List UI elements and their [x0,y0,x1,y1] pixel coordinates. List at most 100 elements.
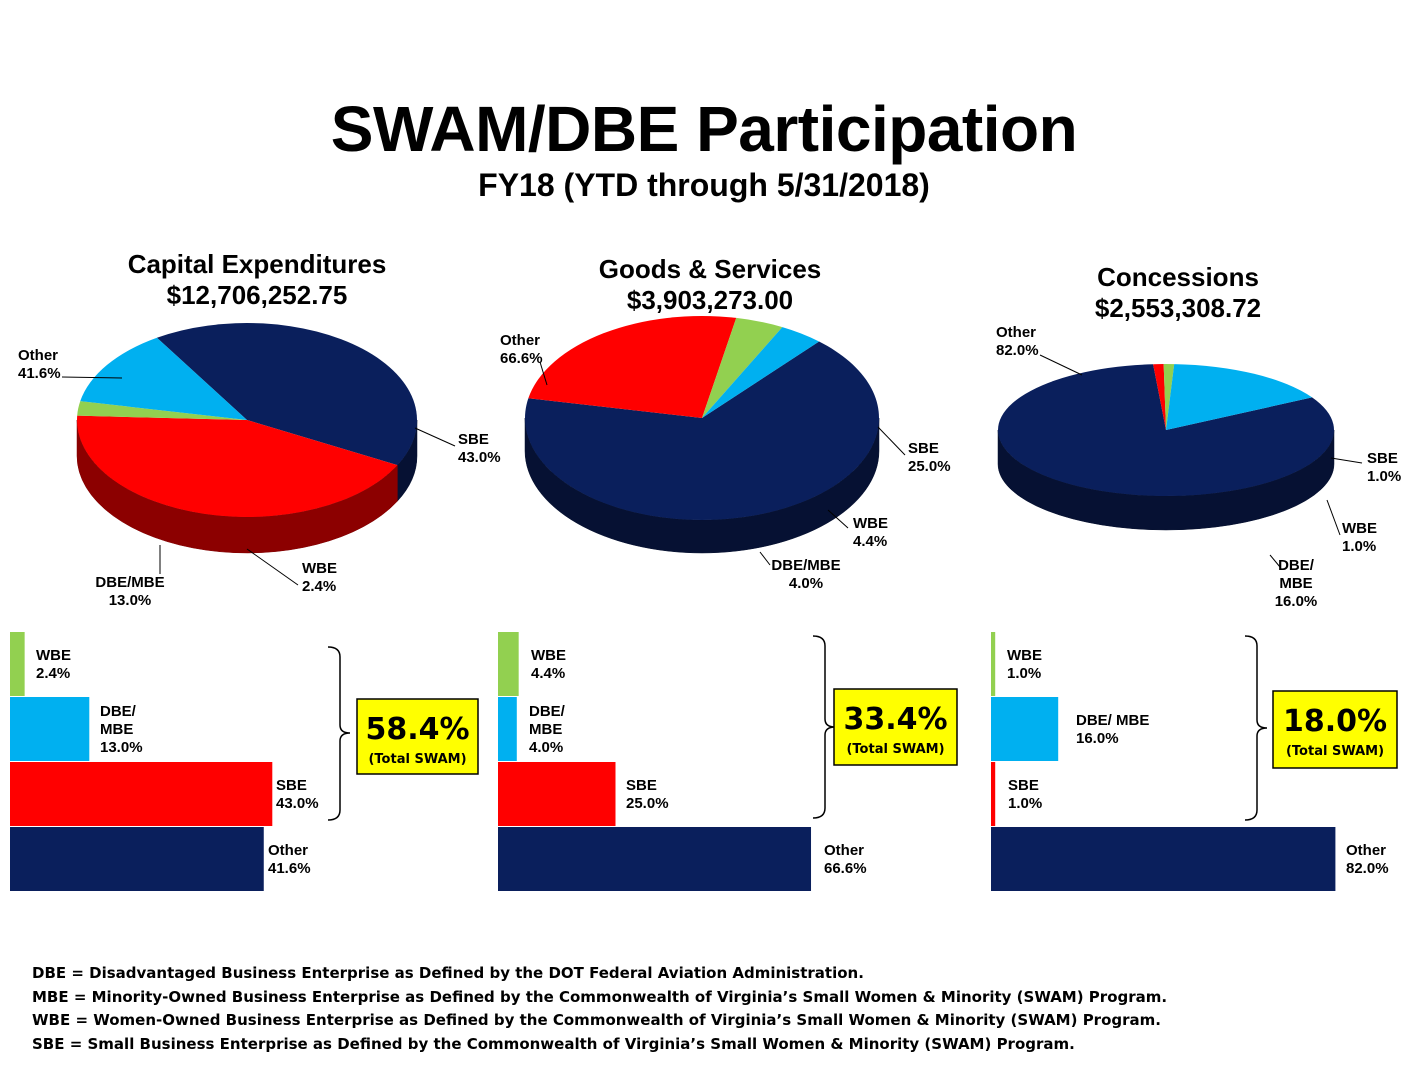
bar-label-dbe-mbe-line: 16.0% [1076,730,1119,747]
chart-title-line: $2,553,308.72 [1095,293,1261,323]
pie-label-wbe-line: 4.4% [853,533,887,550]
bar-label-sbe-line: SBE [1008,777,1039,794]
total-swam-box [833,688,958,766]
total-swam-label: (Total SWAM) [1286,744,1384,759]
pie-label-wbe-line: 2.4% [302,578,336,595]
pie-label-other-line: Other [500,332,540,349]
bar-label-other-line: Other [824,842,864,859]
chart-title: Concessions $2,553,308.72 [1095,262,1261,323]
bar-label-sbe-line: SBE [626,777,657,794]
pie-label-other: Other 82.0% [996,324,1039,359]
bar-label-wbe-line: 1.0% [1007,665,1041,682]
pie-label-other-line: Other [996,324,1036,341]
pie-label-wbe-line: WBE [853,515,888,532]
pie-leader-line [1330,457,1363,464]
pie-top [77,323,417,517]
bar-label-dbe-mbe: DBE/ MBE 16.0% [1076,712,1149,747]
chart-title: Capital Expenditures $12,706,252.75 [128,249,387,310]
pie-label-wbe-line: 1.0% [1342,538,1376,555]
bar-dbe-mbe [10,697,90,761]
pie-label-dbe-mbe-line: MBE [1279,575,1312,592]
bar-label-other-line: 41.6% [268,860,311,877]
bar-label-sbe: SBE 1.0% [1008,777,1042,812]
pie-leader-line [1039,354,1083,376]
pie-label-wbe: WBE 4.4% [853,515,888,550]
definition-dbe: DBE = Disadvantaged Business Enterprise … [32,964,864,982]
bar-label-wbe-line: WBE [1007,647,1042,664]
pie-label-dbe-mbe-line: DBE/MBE [95,574,164,591]
bar-label-dbe-mbe-line: 4.0% [529,739,563,756]
pie-label-other: Other 41.6% [18,347,61,382]
bar-label-dbe-mbe: DBE/MBE 4.0% [529,703,566,756]
pie-slice-wbe [702,317,783,418]
page-subtitle: FY18 (YTD through 5/31/2018) [478,167,930,203]
chart-title-line: Concessions [1097,262,1259,292]
bar-wbe [498,632,519,696]
pie-label-sbe-line: SBE [908,440,939,457]
bar-chart: WBE 2.4% DBE/MBE 13.0% SBE 43.0% Other 41.6% [10,632,319,891]
bar-label-dbe-mbe-line: 13.0% [100,739,143,756]
pie-slice-wbe [77,401,247,420]
pie-label-other-line: 66.6% [500,350,543,367]
pie-slice-sbe [528,316,737,418]
bar-label-sbe-line: 43.0% [276,795,319,812]
chart-title-line: $12,706,252.75 [167,280,348,310]
bar-sbe [498,762,616,826]
total-swam-callout: 33.4% (Total SWAM) [833,688,958,766]
pie-label-other-line: 82.0% [996,342,1039,359]
pie-slice-dbe-mbe [80,337,247,420]
definition-sbe: SBE = Small Business Enterprise as Defin… [32,1035,1075,1054]
chart-title-line: $3,903,273.00 [627,285,793,315]
bar-label-wbe-line: 4.4% [531,665,565,682]
bar-label-other: Other 82.0% [1346,842,1389,877]
pie-leader-line [246,548,299,586]
pie-label-wbe-line: WBE [1342,520,1377,537]
pie-slice-dbe-mbe [1166,364,1313,430]
pie-leader-line [1269,554,1281,568]
total-swam-label: (Total SWAM) [846,742,944,757]
bar-dbe-mbe [991,697,1059,761]
chart-title: Goods & Services $3,903,273.00 [599,254,822,315]
bar-label-dbe-mbe-line: MBE [100,721,133,738]
pie-label-sbe-line: 25.0% [908,458,951,475]
pie-label-wbe-line: WBE [302,560,337,577]
chart-title-line: Capital Expenditures [128,249,387,279]
pie-leader-line [1326,499,1341,536]
bar-label-other: Other 66.6% [824,842,867,877]
total-swam-callout: 58.4% (Total SWAM) [356,698,479,775]
pie-top [998,364,1334,497]
bar-label-other-line: Other [1346,842,1386,859]
bar-other [498,827,812,891]
pie-slice-wbe [1163,364,1175,430]
pie-slice-other [525,341,879,521]
bar-label-wbe-line: 2.4% [36,665,70,682]
pie-label-dbe-mbe: DBE/MBE 16.0% [1275,557,1318,610]
bar-label-sbe-line: 1.0% [1008,795,1042,812]
pie-top [525,316,879,521]
bar-label-dbe-mbe-line: DBE/ MBE [1076,712,1149,729]
page-title: SWAM/DBE Participation [330,93,1078,165]
total-swam-box [1272,690,1398,769]
total-swam-value: 58.4% [365,712,469,747]
bar-dbe-mbe [498,697,517,761]
chart-title-line: Goods & Services [599,254,822,284]
total-brace [1244,635,1268,821]
pie-label-sbe: SBE 1.0% [1367,450,1401,485]
pie-label-dbe-mbe-line: 4.0% [789,575,823,592]
pie-label-dbe-mbe-line: 16.0% [1275,593,1318,610]
bar-wbe [10,632,25,696]
bar-label-sbe: SBE 43.0% [276,777,319,812]
bar-chart: WBE 1.0%DBE/ MBE 16.0%SBE 1.0%Other 82.0% [991,632,1389,891]
bar-label-other-line: Other [268,842,308,859]
pie-side-sbe [76,419,398,554]
bar-label-wbe-line: WBE [531,647,566,664]
total-swam-callout: 18.0% (Total SWAM) [1272,690,1398,769]
pie-label-dbe-mbe: DBE/MBE 13.0% [95,574,164,609]
pie-label-sbe: SBE 25.0% [908,440,951,475]
bar-label-wbe: WBE 1.0% [1007,647,1042,682]
pie-label-sbe-line: 1.0% [1367,468,1401,485]
total-swam-value: 33.4% [843,702,947,737]
bar-label-dbe-mbe-line: MBE [529,721,562,738]
